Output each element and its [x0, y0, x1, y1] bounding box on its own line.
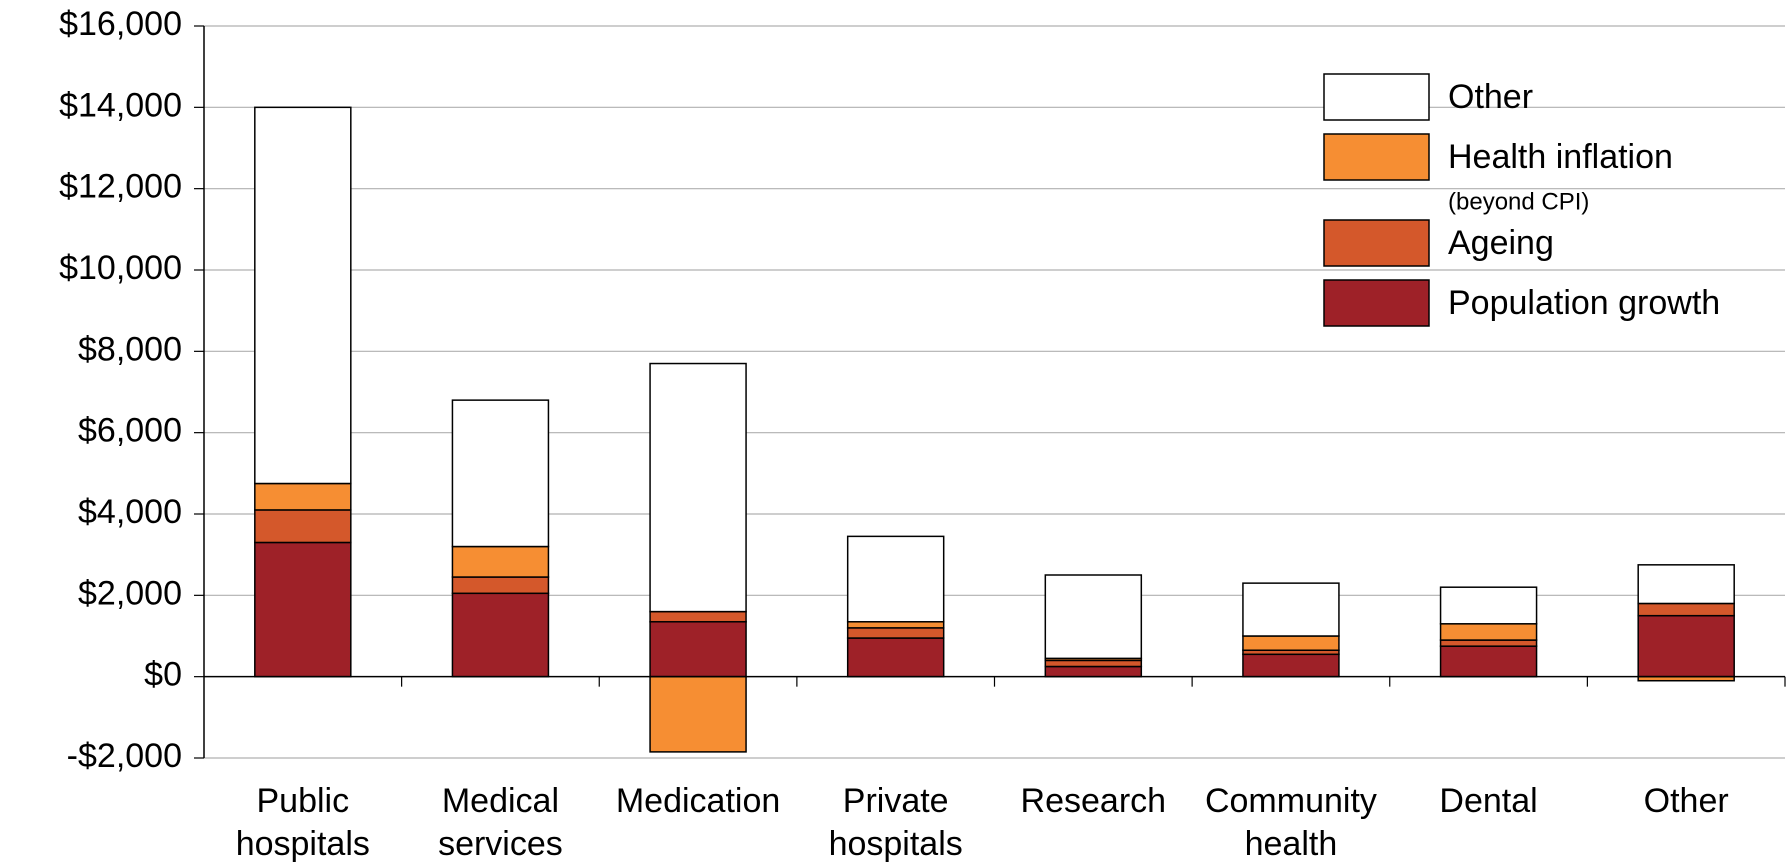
- bar-segment: [649, 675, 747, 753]
- legend-label: Health inflation: [1448, 138, 1673, 176]
- x-tick-label-line: Medical: [442, 782, 559, 820]
- legend-swatch: [1323, 133, 1430, 181]
- bar-segment: [846, 621, 945, 629]
- legend-swatch: [1323, 279, 1430, 327]
- x-tick-label-line: Other: [1644, 782, 1729, 820]
- y-tick-label: $16,000: [59, 5, 182, 43]
- y-tick-label: -$2,000: [67, 737, 182, 775]
- bar-segment: [846, 637, 945, 678]
- bar-segment: [254, 509, 352, 544]
- bar-segment: [1439, 639, 1538, 647]
- x-tick-label-line: Dental: [1439, 782, 1537, 820]
- x-tick-label-line: services: [438, 825, 563, 863]
- bar-segment: [1637, 614, 1735, 678]
- bar-segment: [1637, 602, 1735, 617]
- x-tick-label-line: Public: [257, 782, 350, 820]
- x-tick-label-line: Medication: [616, 782, 780, 820]
- bar-segment: [1242, 653, 1340, 678]
- x-tick-label-line: Private: [843, 782, 949, 820]
- bar-segment: [1242, 635, 1340, 651]
- bar-segment: [649, 610, 747, 623]
- bar-segment: [254, 541, 352, 678]
- y-tick-label: $2,000: [78, 574, 182, 612]
- x-tick-label-line: hospitals: [829, 825, 963, 863]
- bar-segment: [254, 106, 352, 485]
- y-tick-label: $8,000: [78, 330, 182, 368]
- bar-segment: [1044, 574, 1143, 660]
- x-tick-label: Medical services: [438, 782, 563, 863]
- legend-swatch: [1323, 73, 1430, 121]
- x-tick-label: Dental: [1439, 782, 1537, 820]
- legend-label: Ageing: [1448, 224, 1554, 262]
- bar-segment: [846, 627, 945, 639]
- bar-segment: [649, 621, 747, 678]
- bar-segment: [649, 362, 747, 613]
- y-tick-label: $10,000: [59, 249, 182, 287]
- x-tick-label: Community health: [1205, 782, 1377, 863]
- x-tick-label-line: Community: [1205, 782, 1377, 820]
- legend-label: Population growth: [1448, 284, 1720, 322]
- y-tick-label: $12,000: [59, 168, 182, 206]
- x-tick-label-line: hospitals: [236, 825, 370, 863]
- x-tick-label: Research: [1021, 782, 1167, 820]
- legend-label: Other: [1448, 78, 1533, 116]
- bar-segment: [1439, 586, 1538, 625]
- bar-segment: [254, 482, 352, 511]
- bar-segment: [1637, 564, 1735, 605]
- x-tick-label: Medication: [616, 782, 780, 820]
- bar-segment: [451, 399, 550, 548]
- bar-segment: [1044, 665, 1143, 678]
- bar-segment: [846, 535, 945, 623]
- x-tick-label-line: Research: [1021, 782, 1167, 820]
- bar-segment: [451, 576, 550, 595]
- y-tick-label: $4,000: [78, 493, 182, 531]
- x-tick-label: Public hospitals: [236, 782, 370, 863]
- y-tick-label: $6,000: [78, 412, 182, 450]
- bar-segment: [1044, 659, 1143, 668]
- legend-note: (beyond CPI): [1448, 188, 1589, 215]
- legend-swatch: [1323, 219, 1430, 267]
- bar-segment: [1439, 623, 1538, 641]
- x-tick-label-line: health: [1245, 825, 1338, 863]
- x-tick-label: Other: [1644, 782, 1729, 820]
- y-tick-label: $0: [144, 656, 182, 694]
- bar-segment: [1242, 582, 1340, 637]
- bar-segment: [451, 545, 550, 578]
- bar-segment: [1439, 645, 1538, 678]
- x-tick-label: Private hospitals: [829, 782, 963, 863]
- bar-segment: [451, 592, 550, 678]
- y-tick-label: $14,000: [59, 86, 182, 124]
